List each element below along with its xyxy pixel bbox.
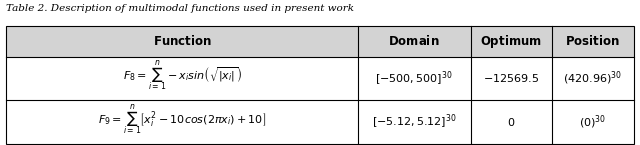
Bar — [6, 26, 634, 144]
Text: Table 2. Description of multimodal functions used in present work: Table 2. Description of multimodal funct… — [6, 4, 355, 13]
Text: $F_9 = \sum_{i=1}^{n} \left[x_i^2 - 10cos(2\pi x_i) + 10\right]$: $F_9 = \sum_{i=1}^{n} \left[x_i^2 - 10co… — [98, 102, 266, 137]
Bar — [6, 26, 634, 57]
Text: $-12569.5$: $-12569.5$ — [483, 72, 540, 84]
Text: $0$: $0$ — [507, 116, 515, 128]
Text: $\mathbf{Optimum}$: $\mathbf{Optimum}$ — [481, 33, 542, 50]
Text: $(420.96)^{30}$: $(420.96)^{30}$ — [563, 70, 622, 87]
Text: $[-500,500]^{30}$: $[-500,500]^{30}$ — [375, 69, 453, 88]
Text: $\mathbf{Domain}$: $\mathbf{Domain}$ — [388, 34, 440, 48]
Text: $\mathbf{Function}$: $\mathbf{Function}$ — [152, 34, 211, 48]
Text: $\mathbf{Position}$: $\mathbf{Position}$ — [565, 34, 620, 48]
Text: $(0)^{30}$: $(0)^{30}$ — [579, 113, 607, 131]
Text: $F_8 = \sum_{i=1}^{n} -x_i sin\left(\sqrt{|x_i|}\right)$: $F_8 = \sum_{i=1}^{n} -x_i sin\left(\sqr… — [123, 59, 241, 94]
Text: $[-5.12,5.12]^{30}$: $[-5.12,5.12]^{30}$ — [372, 113, 456, 131]
